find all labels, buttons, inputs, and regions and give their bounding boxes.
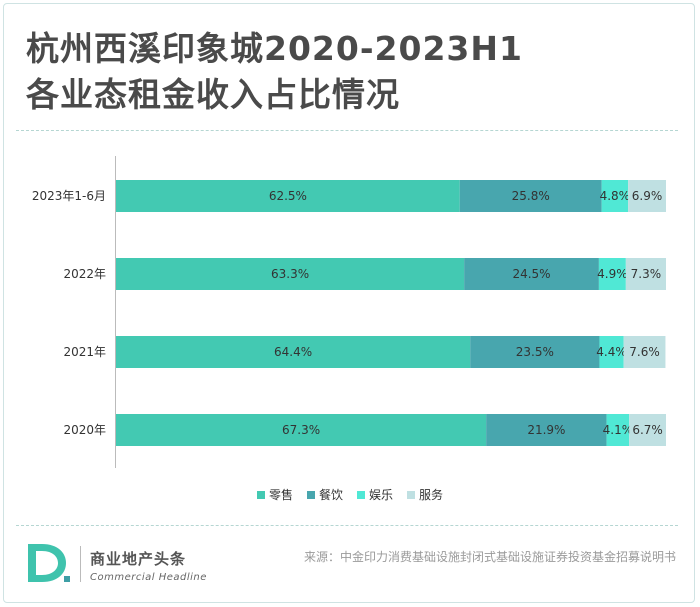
category-label: 2023年1-6月 xyxy=(32,189,106,203)
category-label: 2020年 xyxy=(63,423,106,437)
data-label: 64.4% xyxy=(274,345,312,359)
bar-segment xyxy=(459,180,602,212)
category-label: 2022年 xyxy=(63,267,106,281)
legend-swatch xyxy=(407,490,416,499)
logo-d-icon xyxy=(28,544,70,582)
bar-segment xyxy=(625,258,666,290)
data-label: 4.4% xyxy=(596,345,627,359)
legend-item: 零售 xyxy=(256,486,293,503)
data-label: 7.3% xyxy=(631,267,662,281)
data-label: 63.3% xyxy=(271,267,309,281)
bar-segment xyxy=(623,336,666,368)
legend-swatch xyxy=(306,490,315,499)
data-label: 67.3% xyxy=(282,423,320,437)
logo-name: 商业地产头条 xyxy=(90,550,187,568)
data-label: 24.5% xyxy=(512,267,550,281)
data-label: 21.9% xyxy=(527,423,565,437)
logo-divider xyxy=(80,546,81,582)
data-label: 6.9% xyxy=(632,189,663,203)
chart-title: 杭州西溪印象城2020-2023H1 各业态租金收入占比情况 xyxy=(26,26,523,118)
bar-segment xyxy=(628,180,666,212)
legend-swatch xyxy=(256,490,265,499)
legend-label: 娱乐 xyxy=(369,488,394,502)
legend-label: 服务 xyxy=(419,488,444,502)
legend-label: 零售 xyxy=(268,488,293,502)
data-label: 25.8% xyxy=(512,189,550,203)
legend-swatch xyxy=(357,490,365,499)
legend-item: 服务 xyxy=(407,486,443,503)
data-label: 23.5% xyxy=(516,345,554,359)
source-note: 来源：中金印力消费基础设施封闭式基础设施证券投资基金招募说明书 xyxy=(303,550,676,564)
bar-segment xyxy=(470,336,600,368)
data-label: 4.8% xyxy=(600,189,631,203)
legend-item: 餐饮 xyxy=(306,486,343,503)
bar-segment xyxy=(116,414,487,446)
legend-label: 餐饮 xyxy=(318,488,343,502)
stacked-bar-chart: 2023年1-6月 62.5% 25.8% 4.8% 6.9% 2022年 63.3% 24.… xyxy=(32,156,666,468)
legend-item: 娱乐 xyxy=(357,486,393,503)
category-label: 2021年 xyxy=(63,345,106,359)
bar-segment xyxy=(116,258,465,290)
chart-legend: 零售 餐饮 娱乐 服务 xyxy=(0,486,700,503)
bar-segment xyxy=(116,336,471,368)
data-label: 7.6% xyxy=(629,345,660,359)
title-line-1: 杭州西溪印象城2020-2023H1 xyxy=(26,29,523,68)
bar-segment xyxy=(601,180,629,212)
logo-subtitle: Commercial Headline xyxy=(90,572,207,583)
title-line-2: 各业态租金收入占比情况 xyxy=(26,75,400,114)
bar-segment xyxy=(598,258,626,290)
bar-segment xyxy=(606,414,630,446)
bar-segment xyxy=(464,258,599,290)
bar-segment xyxy=(486,414,607,446)
data-label: 4.1% xyxy=(603,423,634,437)
chart-card xyxy=(3,3,695,603)
top-divider xyxy=(16,130,678,131)
bar-segment xyxy=(116,180,460,212)
bottom-divider xyxy=(16,525,678,526)
bar-segment xyxy=(599,336,624,368)
data-label: 62.5% xyxy=(269,189,307,203)
data-label: 6.7% xyxy=(632,423,663,437)
data-label: 4.9% xyxy=(597,267,628,281)
bar-segment xyxy=(629,414,666,446)
